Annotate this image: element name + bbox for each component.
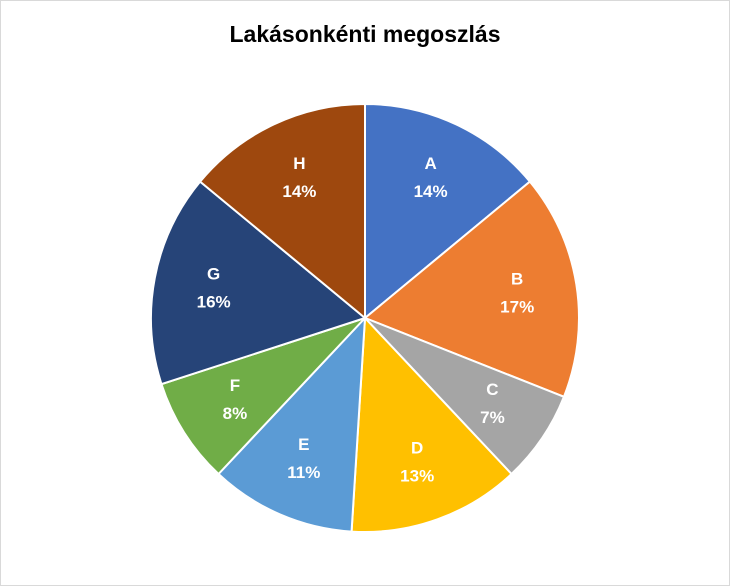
slice-category-label: D [411,438,423,457]
slice-value-label: 14% [282,182,316,201]
pie-slice [150,180,368,386]
slice-value-label: 7% [480,408,505,427]
slice-value-label: 11% [287,463,320,482]
slice-category-label: E [298,435,309,454]
slice-category-label: H [293,154,305,173]
slice-category-label: B [511,269,523,288]
slice-category-label: A [424,154,436,173]
pie-slice [363,180,580,399]
pie-slice [160,317,366,476]
slice-category-label: F [230,376,240,395]
slice-value-label: 17% [500,297,534,316]
slice-value-label: 16% [197,293,231,312]
pie-slice [217,315,367,533]
slice-value-label: 13% [400,466,434,485]
slice-category-label: C [486,380,498,399]
pie-slice [350,315,513,533]
pie-slice [364,102,532,321]
chart-title: Lakásonkénti megoszlás [230,21,501,47]
pie-slice [198,102,366,321]
slice-category-label: G [207,265,220,284]
slice-value-label: 8% [223,404,248,423]
slice-value-label: 14% [414,182,448,201]
pie: A 14% B 17% C 7% D 13% E 11% F 8% G 16% H 14% [150,102,580,533]
